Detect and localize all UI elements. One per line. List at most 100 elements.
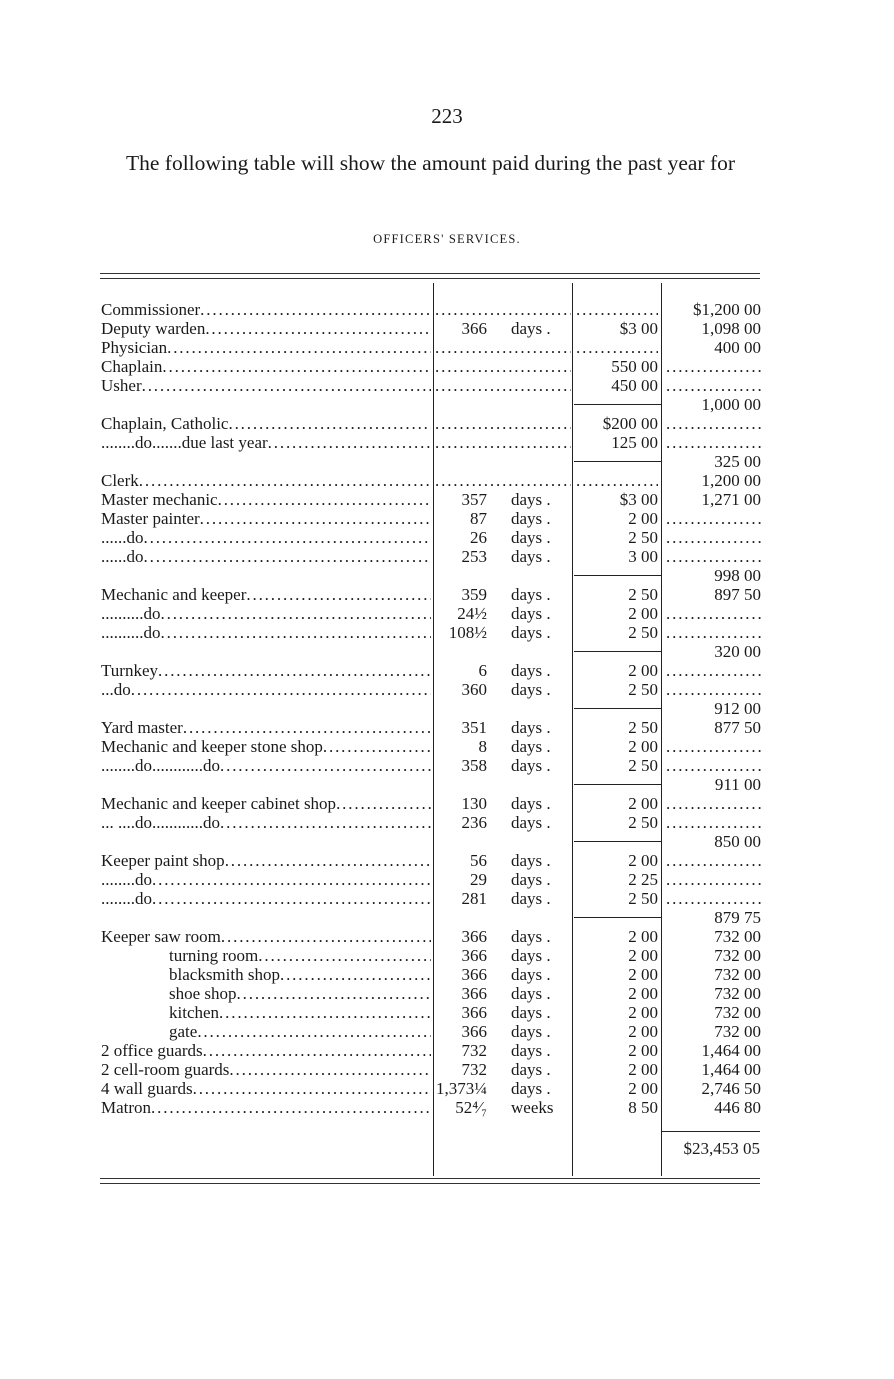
rate-value: 2 00 [628, 604, 658, 623]
time-cell: 366 days . [435, 946, 571, 965]
officer-cell: ......do [101, 547, 431, 566]
officer-cell: ..........do [101, 604, 431, 623]
column-divider [661, 283, 662, 1176]
dot-leader [666, 794, 761, 813]
time-unit: days . [511, 718, 551, 737]
time-quantity: 366 [461, 319, 488, 338]
time-cell: 6 days . [435, 661, 571, 680]
officer-cell: Keeper paint shop [101, 851, 431, 870]
time-quantity: 6 [478, 661, 488, 680]
time-unit: days . [511, 604, 551, 623]
amount-value: 1,271 00 [701, 490, 762, 509]
amount-cell: 446 80 [663, 1098, 761, 1117]
column-divider [572, 283, 573, 1176]
amount-value: 1,098 00 [701, 319, 762, 338]
dot-leader [221, 927, 431, 946]
dot-leader [435, 471, 571, 490]
amount-value: 732 00 [714, 984, 761, 1003]
rate-value: 2 00 [628, 965, 658, 984]
officer-label: ........do............do [101, 756, 220, 775]
subtotal-rule [574, 841, 661, 842]
officer-cell: ........do.......due last year [101, 433, 431, 452]
amount-value: 1,464 00 [701, 1060, 762, 1079]
time-cell: 366 days . [435, 984, 571, 1003]
subtotal-amount: 850 00 [714, 832, 761, 851]
table-row: Keeper saw room 366 days . 2 00 732 00 [101, 927, 761, 946]
table-row: Clerk 1,200 00 [101, 471, 761, 490]
time-unit: days . [511, 965, 551, 984]
dot-leader [193, 1079, 431, 1098]
time-cell [435, 414, 571, 433]
rate-value: 2 00 [628, 946, 658, 965]
table-row: Mechanic and keeper 359 days . 2 50 897 50 [101, 585, 761, 604]
rate-cell: 2 00 [574, 927, 658, 946]
dot-leader [336, 794, 431, 813]
time-unit: days . [511, 870, 551, 889]
rate-value: 8 50 [628, 1098, 658, 1117]
amount-cell [663, 813, 761, 832]
rate-value: 2 50 [628, 680, 658, 699]
grand-total: $23,453 05 [683, 1139, 761, 1158]
subtotal-amount: 879 75 [714, 908, 761, 927]
officer-label: Physician [101, 338, 168, 357]
table-row: ..........do 108½ days . 2 50 [101, 623, 761, 642]
amount-cell: 897 50 [663, 585, 761, 604]
dot-leader [161, 623, 432, 642]
dot-leader [576, 300, 658, 319]
dot-leader [228, 414, 431, 433]
officer-cell: Chaplain, Catholic [101, 414, 431, 433]
rate-cell: 2 00 [574, 965, 658, 984]
dot-leader [666, 547, 761, 566]
rate-cell: 2 00 [574, 1060, 658, 1079]
rate-cell: $3 00 [574, 319, 658, 338]
dot-leader [576, 471, 658, 490]
officer-label: Chaplain [101, 357, 163, 376]
dot-leader [666, 623, 761, 642]
rate-cell: 2 50 [574, 585, 658, 604]
time-quantity: 52⁴⁄₇ [455, 1098, 487, 1117]
time-unit: days . [511, 737, 551, 756]
rate-value: 450 00 [611, 376, 658, 395]
dot-leader [323, 737, 431, 756]
time-quantity: 56 [470, 851, 487, 870]
dot-leader [666, 737, 761, 756]
officer-label: Keeper saw room [101, 927, 221, 946]
amount-cell: 732 00 [663, 927, 761, 946]
table-row: 4 wall guards 1,373¼ days . 2 00 2,746 50 [101, 1079, 761, 1098]
rate-value: 2 00 [628, 851, 658, 870]
amount-value: 2,746 50 [701, 1079, 762, 1098]
subtotal-amount: 325 00 [714, 452, 761, 471]
rate-cell: 2 00 [574, 1003, 658, 1022]
dot-leader [161, 604, 432, 623]
officer-cell: ... ....do............do [101, 813, 431, 832]
dot-leader [158, 661, 431, 680]
time-cell: 1,373¼ days . [435, 1079, 571, 1098]
time-quantity: 360 [461, 680, 488, 699]
time-unit: days . [511, 813, 551, 832]
time-unit: days . [511, 547, 551, 566]
rate-value: 2 50 [628, 528, 658, 547]
dot-leader [666, 813, 761, 832]
time-quantity: 1,373¼ [436, 1079, 487, 1098]
rate-cell: 2 50 [574, 718, 658, 737]
officer-label: ..........do [101, 623, 161, 642]
amount-value: 732 00 [714, 965, 761, 984]
officer-cell: turning room [101, 946, 431, 965]
officer-label: gate [169, 1022, 198, 1041]
table-row: Master painter 87 days . 2 00 [101, 509, 761, 528]
rate-cell: 2 00 [574, 794, 658, 813]
rate-value: 2 25 [628, 870, 658, 889]
rate-cell: 2 00 [574, 946, 658, 965]
rate-value: 2 00 [628, 1060, 658, 1079]
officer-label: ... ....do............do [101, 813, 220, 832]
dot-leader [666, 376, 761, 395]
amount-value: 400 00 [714, 338, 761, 357]
officer-label: ..........do [101, 604, 161, 623]
rate-value: 2 00 [628, 737, 658, 756]
subtotal-amount: 911 00 [714, 775, 761, 794]
rate-cell: 8 50 [574, 1098, 658, 1117]
column-divider [433, 283, 434, 1176]
dot-leader [205, 319, 431, 338]
time-unit: days . [511, 889, 551, 908]
officer-cell: ...do [101, 680, 431, 699]
